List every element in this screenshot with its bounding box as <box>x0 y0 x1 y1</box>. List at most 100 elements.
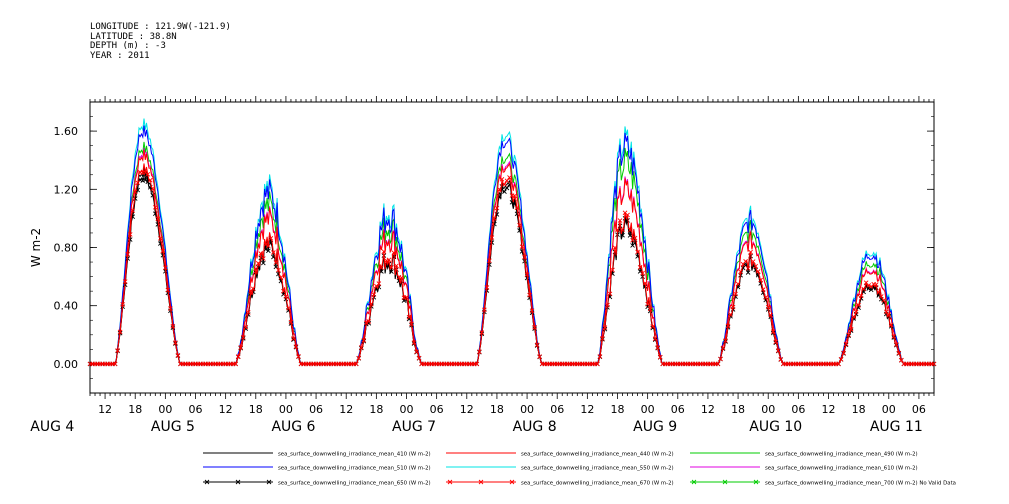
series-point <box>235 354 241 359</box>
series-point <box>597 354 603 359</box>
series-point <box>243 324 249 330</box>
series-point <box>650 324 655 329</box>
series-point <box>389 265 394 270</box>
series-point <box>353 361 359 367</box>
series-point <box>240 334 246 340</box>
series-point <box>250 286 256 292</box>
series-point <box>135 180 141 186</box>
series-point <box>615 227 620 233</box>
x-day-label: AUG 4 <box>30 419 74 435</box>
series-point <box>482 307 487 313</box>
series-point <box>848 326 854 332</box>
series-point <box>479 330 485 335</box>
series-point <box>266 243 271 249</box>
series-point <box>286 305 291 311</box>
x-hour-tick-label: 06 <box>430 403 444 416</box>
x-hour-tick-label: 06 <box>550 403 564 416</box>
series-point <box>602 325 608 330</box>
series-point <box>534 342 540 348</box>
series-point <box>175 352 181 358</box>
series-point <box>637 265 643 270</box>
series-point <box>745 266 751 271</box>
series-point <box>750 259 756 264</box>
series-point <box>278 275 284 280</box>
series-point <box>640 270 645 276</box>
legend-marker <box>509 479 515 485</box>
series-point <box>735 281 741 287</box>
series-point <box>409 321 414 327</box>
series-point <box>605 302 610 308</box>
legend-label: sea_surface_downwelling_irradiance_mean_… <box>521 452 674 458</box>
series-point <box>532 324 537 330</box>
series-point <box>233 361 239 367</box>
legend-label: sea_surface_downwelling_irradiance_mean_… <box>278 452 431 458</box>
series-point <box>127 232 133 237</box>
series-point <box>635 249 640 255</box>
series-point <box>147 177 153 183</box>
series-point <box>745 270 751 275</box>
x-hour-tick-label: 00 <box>641 403 655 416</box>
series-point <box>363 320 369 326</box>
series-point <box>881 297 887 303</box>
series-point <box>886 312 892 317</box>
x-hour-tick-label: 00 <box>400 403 414 416</box>
series-point <box>853 309 859 315</box>
series-point <box>773 339 779 345</box>
series-point <box>856 302 861 308</box>
x-day-label: AUG 6 <box>271 419 315 435</box>
series-point <box>728 312 733 317</box>
series-point <box>371 292 377 297</box>
series-point <box>524 272 530 277</box>
series-point <box>117 329 123 335</box>
series-point <box>288 319 294 325</box>
series-point <box>130 208 136 213</box>
series-point <box>484 285 490 290</box>
series-point <box>155 222 161 227</box>
legend-label: sea_surface_downwelling_irradiance_mean_… <box>765 452 918 458</box>
series-point <box>127 237 133 242</box>
series-point <box>376 281 382 286</box>
series-point <box>770 329 776 334</box>
series-point <box>627 233 633 238</box>
x-day-label: AUG 11 <box>870 419 923 435</box>
legend-label: sea_surface_downwelling_irradiance_mean_… <box>521 481 674 487</box>
x-day-label: AUG 9 <box>633 419 677 435</box>
series-point <box>296 354 301 359</box>
series-point <box>160 248 166 254</box>
x-day-label: AUG 7 <box>392 419 436 435</box>
series-point <box>632 235 638 241</box>
series-point <box>492 216 497 221</box>
x-hour-tick-label: 00 <box>158 403 172 416</box>
series-line-7 <box>90 163 934 365</box>
series-point <box>120 302 125 307</box>
series-point <box>245 310 251 315</box>
legend-marker <box>204 479 210 485</box>
series-point <box>263 242 269 247</box>
series-point <box>271 250 276 255</box>
series-point <box>873 282 879 287</box>
legend-label: sea_surface_downwelling_irradiance_mean_… <box>765 481 956 487</box>
series-point <box>514 205 520 211</box>
series-point <box>765 304 771 310</box>
series-point <box>150 186 156 191</box>
series-point <box>931 361 937 367</box>
series-point <box>281 288 286 294</box>
series-point <box>258 251 264 256</box>
plot-axes: 12 18 00 06 12 18 00 06 12 18 00 06 12 18 00 06 12 18 00 06… <box>29 96 935 435</box>
series-point <box>861 286 866 292</box>
series-point <box>125 251 130 257</box>
y-tick-label: 0.80 <box>54 242 79 255</box>
series-point <box>504 178 510 184</box>
x-hour-tick-label: 18 <box>128 403 142 416</box>
x-hour-tick-label: 12 <box>580 403 594 416</box>
series-point <box>499 176 505 182</box>
legend-label: sea_surface_downwelling_irradiance_mean_… <box>278 481 431 487</box>
series-point <box>168 306 173 311</box>
series-point <box>142 177 148 183</box>
series-point <box>723 338 728 343</box>
series-point <box>145 171 151 177</box>
x-hour-tick-label: 00 <box>882 403 896 416</box>
series-point <box>158 236 163 241</box>
x-hour-tick-label: 06 <box>671 403 685 416</box>
series-point <box>733 291 738 297</box>
